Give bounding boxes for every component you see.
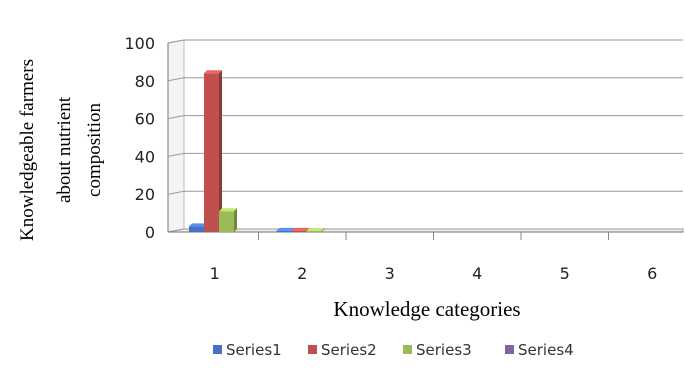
- plot-area: 0 20 40 60 80 100 1 2 3 4 5 6: [124, 34, 684, 283]
- y-tick-label: 100: [124, 34, 155, 53]
- bar-front: [306, 230, 322, 232]
- gridline-side: [167, 77, 185, 82]
- bar-front: [219, 211, 234, 232]
- bar-front: [276, 230, 292, 232]
- legend-swatch: [403, 345, 412, 354]
- y-tick-label: 0: [145, 223, 155, 242]
- bar-top: [219, 208, 237, 212]
- legend-item: Series3: [403, 341, 472, 359]
- gridline-side: [167, 115, 185, 120]
- y-tick-label: 40: [135, 147, 155, 166]
- legend-item: Series4: [505, 341, 574, 359]
- bar-side: [234, 208, 237, 232]
- x-tick-label: 4: [472, 264, 482, 283]
- legend-swatch: [213, 345, 222, 354]
- legend-label: Series1: [226, 341, 282, 359]
- x-tick-label: 6: [647, 264, 657, 283]
- bar: [306, 227, 325, 232]
- bar: [204, 70, 222, 233]
- bar-side: [321, 227, 325, 232]
- bar: [219, 208, 237, 232]
- y-axis-label: Knowledgeable farmers about nutrient com…: [17, 59, 105, 241]
- legend-swatch: [308, 345, 317, 354]
- legend-item: Series1: [213, 341, 282, 359]
- y-axis-label-line-1: Knowledgeable farmers: [17, 59, 38, 241]
- bar-side: [219, 70, 222, 233]
- bar-front: [291, 230, 307, 232]
- bar-top: [189, 223, 207, 227]
- legend-label: Series4: [518, 341, 574, 359]
- y-axis-label-line-3: composition: [84, 103, 105, 197]
- gridline-side: [167, 39, 185, 44]
- x-tick-label: 1: [210, 264, 220, 283]
- x-tick-label: 2: [297, 264, 307, 283]
- x-tick-label: 3: [385, 264, 395, 283]
- bar-top: [276, 227, 295, 231]
- legend-item: Series2: [308, 341, 377, 359]
- x-axis-label: Knowledge categories: [333, 297, 520, 321]
- y-tick-label: 60: [135, 110, 155, 129]
- y-axis-label-line-2: about nutrient: [54, 96, 75, 203]
- side-wall: [167, 39, 185, 233]
- bar-front: [189, 226, 204, 232]
- y-tick-label: 80: [135, 72, 155, 91]
- bar-top: [204, 70, 222, 74]
- legend-label: Series2: [321, 341, 377, 359]
- gridline-side: [167, 190, 185, 195]
- legend: Series1 Series2 Series3 Series4: [213, 341, 574, 359]
- bar-front: [204, 73, 219, 233]
- bar-top: [291, 227, 310, 231]
- gridline-side: [167, 152, 185, 157]
- legend-label: Series3: [416, 341, 472, 359]
- x-tick-label: 5: [560, 264, 570, 283]
- y-tick-label: 20: [135, 185, 155, 204]
- back-wall: [184, 40, 683, 229]
- legend-swatch: [505, 345, 514, 354]
- bar-top: [306, 227, 325, 231]
